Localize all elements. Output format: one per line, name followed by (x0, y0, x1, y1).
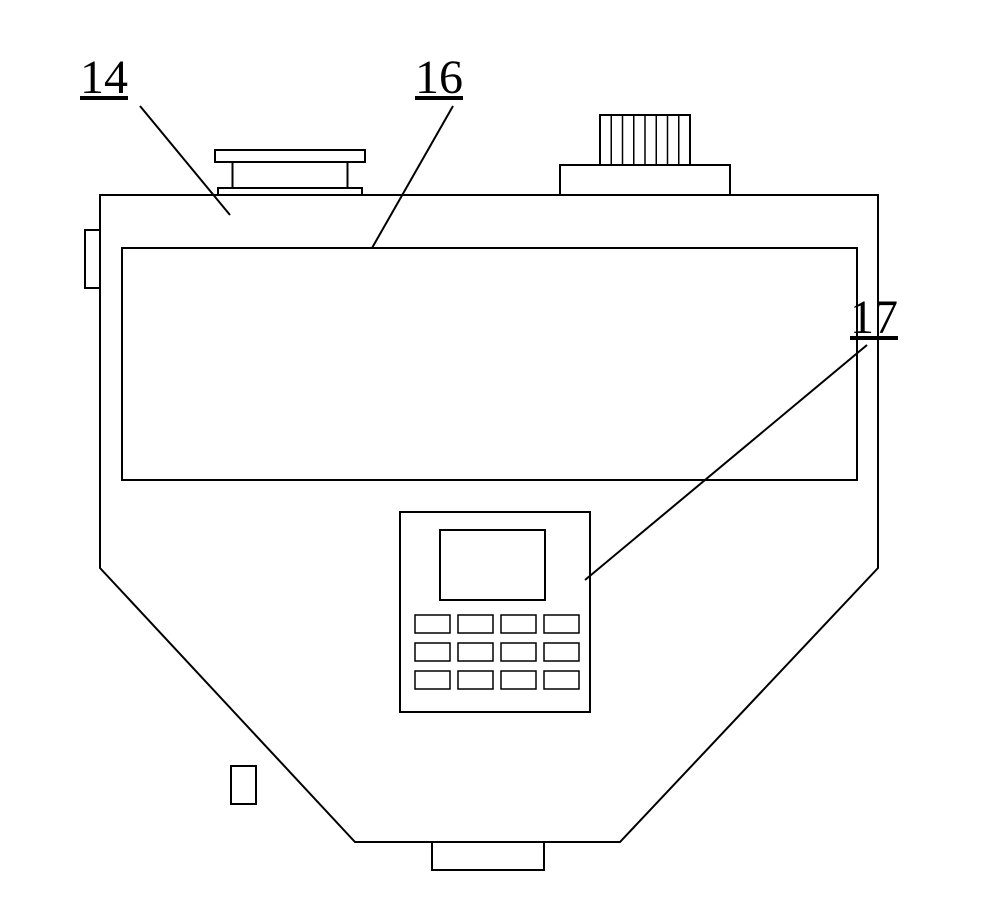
callout-label-14: 14 (80, 50, 128, 105)
callout-label-17: 17 (850, 290, 898, 345)
technical-drawing-svg (0, 0, 1000, 898)
callout-label-16: 16 (415, 50, 463, 105)
diagram-canvas: 14 16 17 (0, 0, 1000, 898)
